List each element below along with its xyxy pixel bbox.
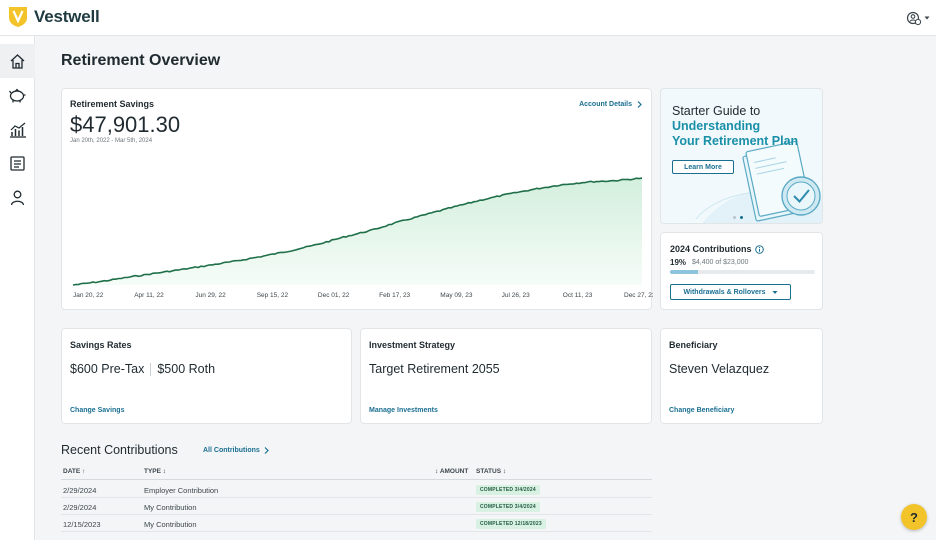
divider (150, 362, 152, 376)
guide-heading-line-3: Your Retirement Plan (672, 134, 799, 148)
chevron-right-icon (264, 447, 269, 454)
nav-profile[interactable] (0, 180, 35, 214)
savings-chart: Jan 20, 22 Apr 11, 22 Jun 29, 22 Sep 15, 22… (72, 177, 653, 299)
contributions-progress-bar (670, 270, 815, 274)
chart-series-line (72, 177, 643, 286)
logo[interactable]: Vestwell (8, 6, 100, 28)
withdrawals-rollovers-label: Withdrawals & Rollovers (683, 288, 766, 296)
table-row[interactable]: 12/15/2023 My Contribution $1,100.00 COM… (61, 515, 652, 532)
investment-strategy-title: Investment Strategy (369, 340, 456, 350)
change-savings-link[interactable]: Change Savings (70, 407, 125, 414)
contributions-percent: 19% (670, 258, 687, 267)
beneficiary-card: Beneficiary Steven Velazquez Change Bene… (660, 328, 823, 424)
info-icon[interactable] (754, 244, 764, 254)
starter-guide-card[interactable]: Starter Guide to Understanding Your Reti… (660, 88, 823, 224)
piggy-bank-icon (8, 88, 26, 102)
status-badge: COMPLETED 3/4/2024 (476, 485, 540, 495)
column-amount[interactable]: ↕ AMOUNT (435, 468, 469, 475)
savings-rates-card: Savings Rates $600 Pre-Tax $500 Roth Cha… (61, 328, 352, 424)
savings-balance: $47,901.30 (70, 112, 181, 137)
chevron-right-icon (637, 101, 642, 108)
manage-investments-link[interactable]: Manage Investments (369, 407, 438, 414)
column-type[interactable]: TYPE ↕ (144, 468, 167, 475)
x-tick-label: Feb 17, 23 (379, 292, 410, 299)
row-date: 12/15/2023 (63, 520, 101, 529)
document-list-icon (10, 155, 25, 171)
row-type: Employer Contribution (144, 486, 219, 495)
status-badge: COMPLETED 3/4/2024 (476, 502, 540, 512)
all-contributions-link[interactable]: All Contributions (203, 447, 269, 454)
savings-date-range: Jan 20th, 2022 - Mar 5th, 2024 (70, 138, 153, 144)
savings-rates-values: $600 Pre-Tax $500 Roth (70, 362, 215, 376)
x-tick-label: May 09, 23 (440, 292, 473, 299)
change-beneficiary-link[interactable]: Change Beneficiary (669, 407, 735, 414)
guide-heading-line-2: Understanding (672, 119, 761, 133)
x-tick-label: Jul 26, 23 (502, 292, 531, 299)
x-tick-label: Sep 15, 22 (257, 292, 289, 299)
savings-title: Retirement Savings (70, 99, 155, 109)
carousel-dots (733, 216, 743, 219)
sidebar (0, 36, 35, 540)
chart-area-fill (73, 178, 642, 285)
home-icon (10, 53, 25, 69)
row-type: My Contribution (144, 520, 197, 529)
investment-strategy-card: Investment Strategy Target Retirement 20… (360, 328, 652, 424)
retirement-savings-card: Jan 20, 22 Apr 11, 22 Jun 29, 22 Sep 15, 22… (61, 88, 653, 310)
savings-rates-title: Savings Rates (70, 340, 132, 350)
guide-heading-line-1: Starter Guide to (672, 104, 761, 118)
top-bar: Vestwell (0, 0, 936, 36)
account-menu[interactable] (906, 10, 930, 26)
nav-investments[interactable] (0, 112, 35, 146)
all-contributions-label: All Contributions (203, 447, 260, 454)
pretax-rate: $600 Pre-Tax (70, 362, 145, 376)
x-tick-label: Jun 29, 22 (195, 292, 226, 299)
chevron-down-icon (924, 16, 930, 20)
contributions-title: 2024 Contributions (670, 244, 752, 254)
table-row[interactable]: 2/29/2024 Employer Contribution $201.91 … (61, 481, 652, 498)
contributions-table-header: DATE ↑ TYPE ↕ ↕ AMOUNT STATUS ↕ (61, 466, 652, 480)
guide-illustration (695, 140, 822, 223)
withdrawals-rollovers-button[interactable]: Withdrawals & Rollovers (670, 284, 791, 300)
nav-home[interactable] (0, 44, 35, 78)
app-name: Vestwell (34, 7, 100, 26)
caret-down-icon (772, 290, 777, 294)
beneficiary-title: Beneficiary (669, 340, 718, 350)
x-tick-label: Dec 27, 23 (624, 292, 653, 299)
contributions-card: 2024 Contributions 19% $4,400 of $23,000… (660, 232, 823, 310)
learn-more-button[interactable]: Learn More (672, 160, 734, 174)
x-tick-label: Dec 01, 22 (318, 292, 350, 299)
roth-rate: $500 Roth (157, 362, 216, 376)
carousel-dot[interactable] (733, 216, 736, 219)
contributions-title-row: 2024 Contributions (670, 244, 764, 254)
nav-documents[interactable] (0, 146, 35, 180)
page-title: Retirement Overview (61, 52, 221, 69)
row-type: My Contribution (144, 503, 197, 512)
x-tick-label: Jan 20, 22 (73, 292, 104, 299)
investment-strategy-value: Target Retirement 2055 (369, 362, 500, 376)
column-date[interactable]: DATE ↑ (63, 468, 86, 475)
contributions-amount: $4,400 of $23,000 (692, 259, 749, 266)
carousel-dot-active[interactable] (740, 216, 743, 219)
status-badge: COMPLETED 12/18/2023 (476, 519, 546, 529)
contributions-progress-fill (670, 270, 698, 274)
x-tick-label: Oct 11, 23 (563, 292, 593, 299)
x-tick-label: Apr 11, 22 (134, 292, 164, 299)
user-settings-icon (906, 11, 922, 26)
help-button[interactable]: ? (901, 504, 927, 530)
beneficiary-name: Steven Velazquez (669, 362, 770, 376)
table-row[interactable]: 2/29/2024 My Contribution $1,100.00 COMP… (61, 498, 652, 515)
chart-growth-icon (9, 122, 26, 138)
account-details-label: Account Details (579, 101, 632, 108)
recent-contributions-title: Recent Contributions (61, 443, 178, 457)
row-date: 2/29/2024 (63, 503, 97, 512)
user-icon (10, 190, 25, 205)
column-status[interactable]: STATUS ↕ (476, 468, 507, 475)
row-date: 2/29/2024 (63, 486, 97, 495)
nav-savings[interactable] (0, 78, 35, 112)
vestwell-logo-icon (9, 7, 27, 27)
account-details-link[interactable]: Account Details (579, 101, 642, 108)
